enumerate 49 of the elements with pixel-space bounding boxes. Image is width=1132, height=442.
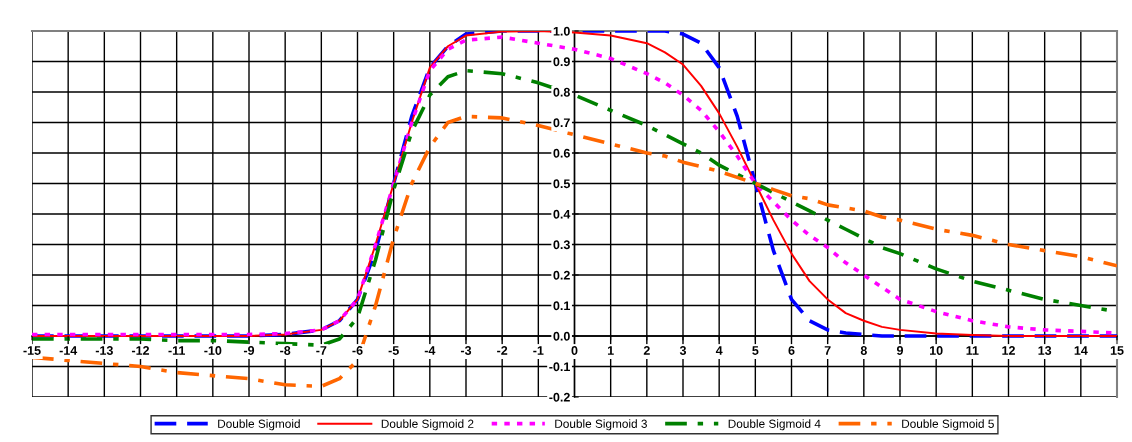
x-tick-label: 13: [1038, 346, 1052, 355]
x-tick-label: 3: [679, 346, 687, 355]
x-tick-label: 8: [860, 346, 867, 355]
y-tick-label: -0.2: [549, 392, 570, 402]
x-tick-label: -14: [59, 346, 78, 355]
y-tick-label: 0.2: [553, 270, 570, 280]
x-tick-label: -4: [424, 346, 436, 355]
x-tick-label: 7: [824, 346, 831, 355]
x-tick-label: -11: [168, 346, 186, 355]
legend-label: Double Sigmoid 2: [381, 419, 474, 431]
legend-label: Double Sigmoid 4: [728, 419, 821, 431]
x-tick-label: -7: [316, 346, 327, 355]
x-tick-label: -6: [352, 346, 363, 355]
x-tick-label: -2: [497, 346, 508, 355]
y-tick-label: 1.0: [553, 26, 570, 36]
x-tick-label: 4: [715, 346, 723, 355]
x-tick-label: -9: [243, 346, 255, 355]
y-tick-label: 0.4: [553, 209, 571, 219]
y-tick-label: 0.1: [553, 301, 570, 311]
x-tick-label: 6: [788, 346, 795, 355]
x-tick-label: 15: [1110, 346, 1124, 355]
x-tick-label: 14: [1074, 346, 1088, 355]
x-tick-label: 9: [896, 346, 904, 355]
x-tick-label: 1: [607, 346, 614, 355]
x-tick-label: -3: [460, 346, 472, 355]
y-tick-label: 0.8: [553, 87, 570, 97]
legend-label: Double Sigmoid 3: [555, 419, 647, 431]
x-tick-label: -10: [204, 346, 222, 355]
y-tick-label: 0.6: [553, 148, 570, 158]
y-tick-label: -0.1: [549, 362, 570, 372]
y-tick-label: 0.9: [553, 57, 570, 67]
legend-label: Double Sigmoid 5: [902, 419, 994, 431]
legend-label: Double Sigmoid: [218, 419, 300, 431]
x-tick-label: 11: [966, 346, 979, 355]
x-tick-label: 2: [643, 346, 650, 355]
y-tick-label: 0.5: [553, 179, 570, 189]
x-tick-label: -15: [23, 346, 41, 355]
x-tick-label: 12: [1002, 346, 1015, 355]
x-tick-label: -12: [131, 346, 150, 355]
x-tick-label: -8: [280, 346, 291, 355]
y-tick-label: 0.0: [553, 331, 570, 341]
x-tick-label: -13: [95, 346, 113, 355]
x-tick-label: -1: [533, 346, 544, 355]
y-tick-label: 0.3: [553, 240, 570, 250]
x-tick-label: -5: [388, 346, 399, 355]
y-tick-label: 0.7: [553, 118, 570, 128]
x-tick-label: 5: [752, 346, 759, 355]
x-tick-label: 10: [930, 346, 943, 355]
x-tick-label: 0: [571, 346, 578, 355]
